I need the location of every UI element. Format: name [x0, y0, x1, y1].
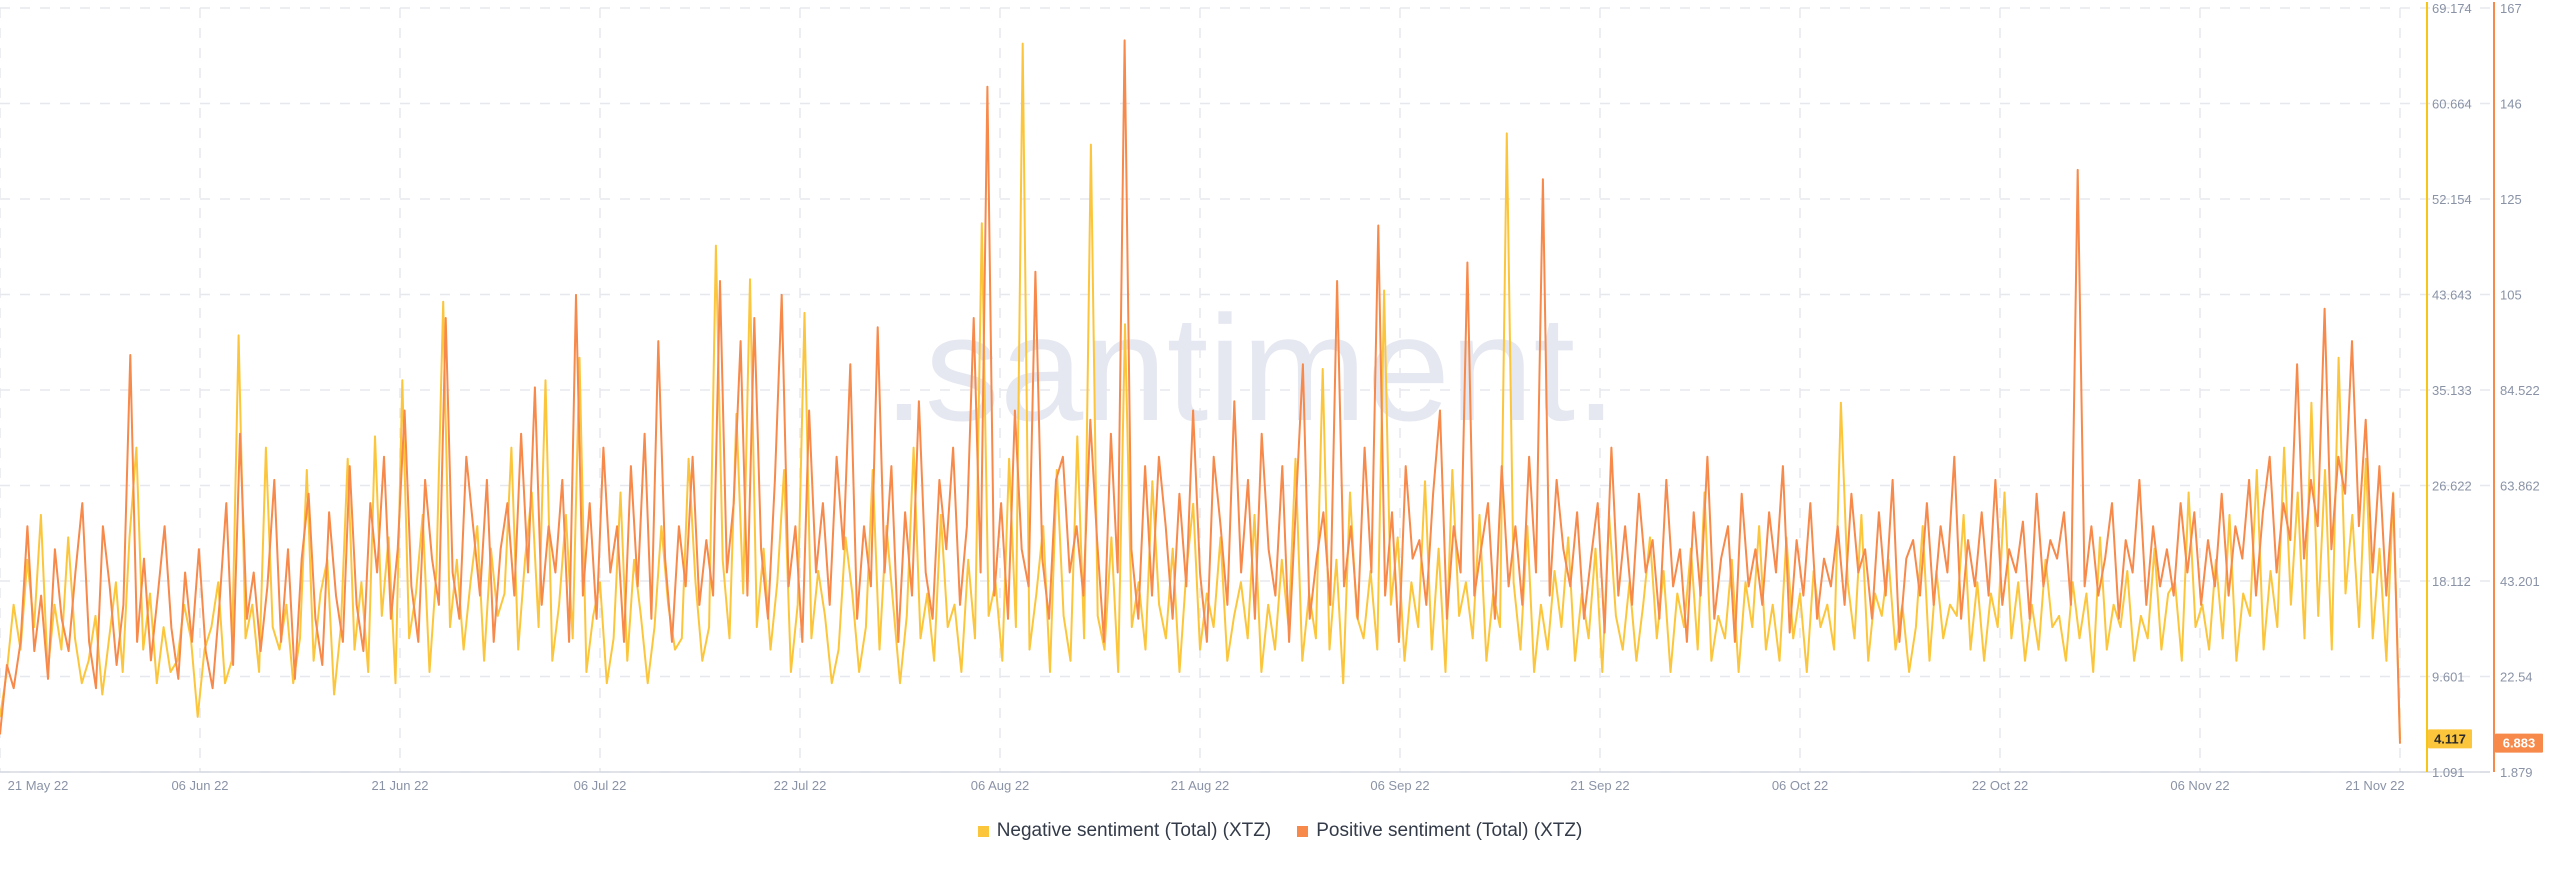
y-tick-label-positive: 105 [2500, 288, 2522, 303]
legend-label-positive: Positive sentiment (Total) (XTZ) [1316, 820, 1583, 841]
y-tick-label-negative: 69.174 [2432, 1, 2472, 16]
y-tick-label-negative: 60.664 [2432, 97, 2472, 112]
y-tick-label-positive: 84.522 [2500, 383, 2540, 398]
last-value-badge-positive [2495, 733, 2543, 753]
x-tick-label: 06 Aug 22 [971, 778, 1030, 793]
x-tick-label: 21 Nov 22 [2345, 778, 2404, 793]
y-tick-label-negative: 52.154 [2432, 192, 2472, 207]
last-value-text-negative: 4.117 [2434, 731, 2466, 746]
watermark-text: .santiment. [883, 284, 1617, 452]
y-tick-label-negative: 43.643 [2432, 288, 2472, 303]
series-line-negative [0, 42, 2401, 740]
x-tick-label: 06 Nov 22 [2170, 778, 2229, 793]
chart-legend: Negative sentiment (Total) (XTZ) Positiv… [0, 820, 2560, 842]
y-tick-label-positive: 43.201 [2500, 574, 2540, 589]
y-tick-label-negative: 18.112 [2432, 574, 2471, 589]
x-tick-label: 06 Jun 22 [171, 778, 228, 793]
x-tick-label: 21 Jun 22 [371, 778, 428, 793]
y-tick-label-negative: 26.622 [2432, 479, 2472, 494]
y-tick-label-positive: 63.862 [2500, 479, 2540, 494]
y-tick-label-positive: 125 [2500, 192, 2522, 207]
legend-item-positive[interactable]: Positive sentiment (Total) (XTZ) [1297, 820, 1582, 842]
y-tick-label-negative: 1.091 [2432, 765, 2465, 780]
x-tick-label: 21 Aug 22 [1171, 778, 1230, 793]
x-tick-label: 22 Jul 22 [774, 778, 827, 793]
legend-swatch-positive [1297, 825, 1309, 837]
x-tick-label: 06 Sep 22 [1370, 778, 1429, 793]
last-value-text-positive: 6.883 [2503, 736, 2536, 751]
y-tick-label-positive: 22.54 [2500, 670, 2533, 685]
x-tick-label: 21 Sep 22 [1570, 778, 1629, 793]
legend-label-negative: Negative sentiment (Total) (XTZ) [996, 820, 1272, 841]
x-tick-label: 06 Oct 22 [1772, 778, 1828, 793]
last-value-badge-negative [2428, 729, 2472, 749]
y-tick-label-negative: 9.601 [2432, 670, 2465, 685]
legend-swatch-negative [977, 825, 989, 837]
x-tick-label: 06 Jul 22 [574, 778, 627, 793]
x-tick-label: 21 May 22 [8, 778, 69, 793]
y-tick-label-positive: 146 [2500, 97, 2522, 112]
y-tick-label-positive: 167 [2500, 1, 2522, 16]
series-line-positive [0, 39, 2401, 744]
x-tick-label: 22 Oct 22 [1972, 778, 2028, 793]
y-tick-label-negative: 35.133 [2432, 383, 2472, 398]
y-tick-label-positive: 1.879 [2500, 765, 2533, 780]
legend-item-negative[interactable]: Negative sentiment (Total) (XTZ) [977, 820, 1272, 842]
